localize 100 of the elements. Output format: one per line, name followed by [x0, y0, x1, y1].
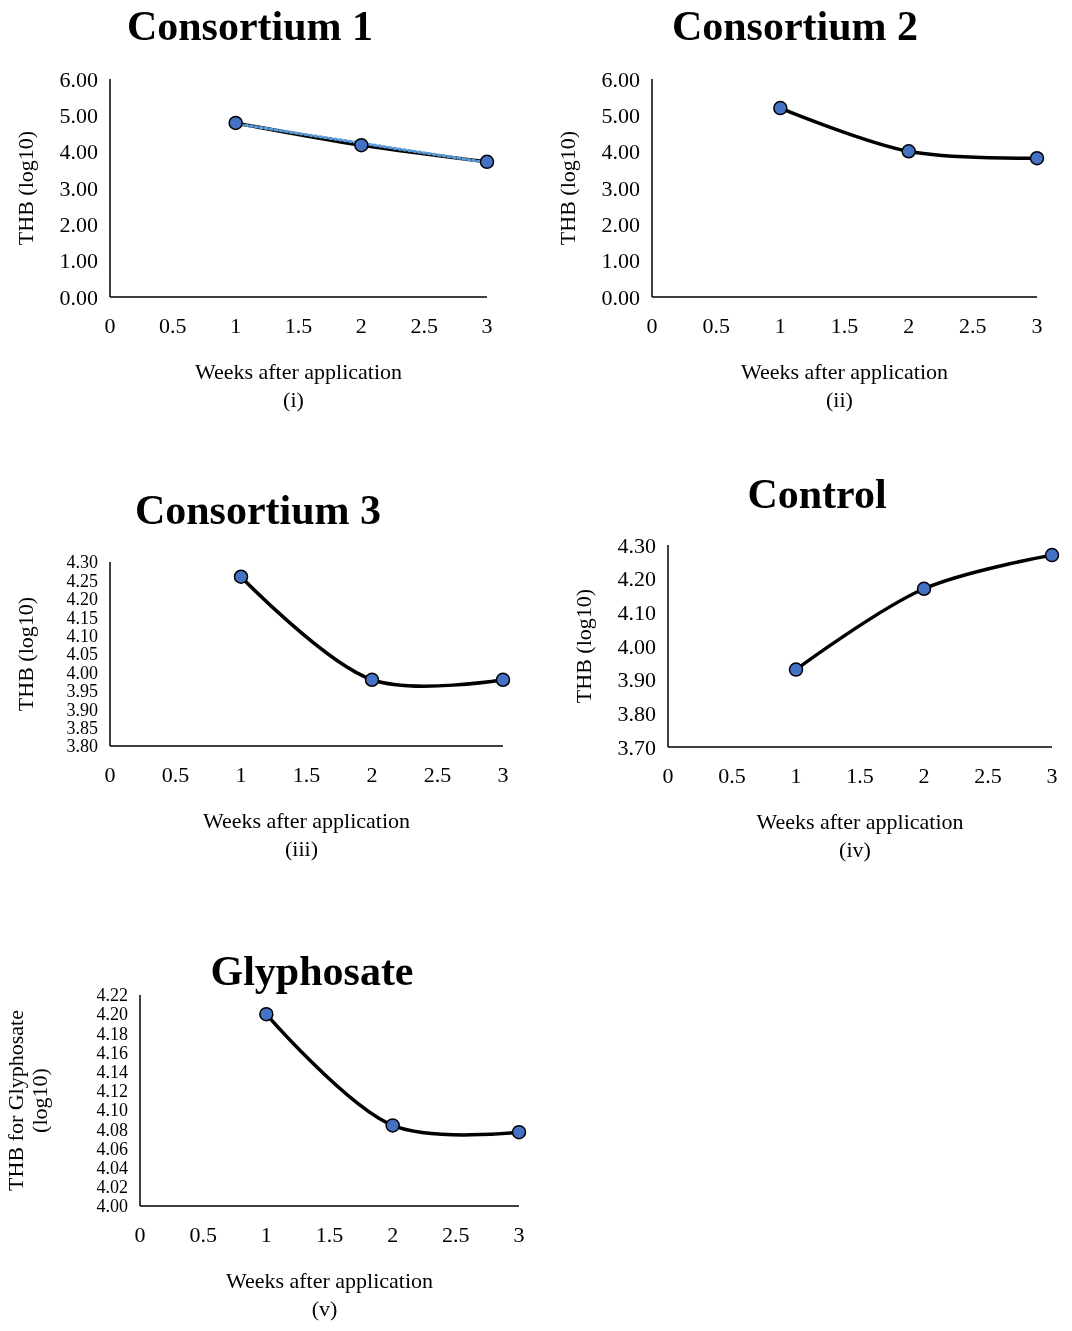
point — [773, 100, 788, 116]
y-tick-label: 4.00 — [96, 1196, 128, 1217]
y-axis-title: THB for Glyphosate (log10) — [2, 1010, 52, 1191]
point — [228, 115, 243, 131]
y-tick-label: 4.08 — [96, 1119, 128, 1140]
y-tick-label: 1.00 — [59, 248, 98, 274]
point — [354, 137, 369, 153]
y-tick-label: 4.20 — [96, 1004, 128, 1025]
x-axis-title: Weeks after application — [202, 808, 411, 833]
x-tick-label: 2 — [355, 313, 367, 338]
y-tick-label: 4.00 — [601, 139, 640, 165]
point — [479, 154, 495, 170]
y-tick-label: 4.12 — [96, 1081, 128, 1102]
x-tick-label: 3 — [1031, 313, 1043, 338]
text: (iii) — [285, 836, 318, 861]
x-tick-label: 0.5 — [159, 313, 187, 338]
chart-title: Consortium 2 — [671, 3, 919, 49]
chart-title: Glyphosate — [210, 948, 414, 994]
x-tick-label: 0 — [662, 763, 674, 788]
x-tick-label: 1 — [790, 763, 802, 788]
chart-title: Consortium 1 — [126, 3, 374, 49]
point — [259, 1006, 274, 1022]
y-tick-label: 4.02 — [96, 1177, 128, 1198]
x-tick-label: 3 — [497, 762, 509, 787]
y-tick-label: 2.00 — [59, 212, 98, 238]
y-tick-label: 3.80 — [66, 736, 98, 757]
y-tick-label: 5.00 — [601, 103, 640, 129]
y-tick-label: 4.06 — [96, 1138, 128, 1159]
y-tick-label: 4.10 — [96, 1100, 128, 1121]
point — [901, 144, 916, 159]
x-tick-label: 1.5 — [292, 762, 321, 787]
x-tick-label: 2 — [918, 763, 930, 788]
x-tick-label: 1.5 — [315, 1222, 344, 1247]
x-tick-label: 0.5 — [161, 762, 190, 787]
x-tick-label: 2.5 — [423, 762, 452, 787]
x-tick-label: 0.5 — [718, 763, 746, 788]
y-tick-label: 3.90 — [617, 667, 656, 693]
x-tick-label: 2 — [387, 1222, 399, 1247]
x-tick-label: 1.5 — [830, 313, 859, 338]
y-tick-label: 4.22 — [96, 985, 128, 1006]
x-tick-label: 0 — [646, 313, 658, 338]
x-axis-title: Weeks after application — [225, 1268, 434, 1293]
x-tick-label: 3 — [1046, 763, 1058, 788]
y-tick-label: 6.00 — [59, 66, 98, 92]
x-tick-label: 1 — [230, 313, 242, 338]
y-tick-label: 0.00 — [59, 284, 98, 310]
y-tick-label: 4.14 — [96, 1062, 128, 1083]
y-tick-label: 4.18 — [96, 1023, 128, 1044]
y-tick-label: 5.00 — [59, 103, 98, 129]
x-tick-label: 0.5 — [189, 1222, 217, 1247]
x-tick-label: 1 — [260, 1222, 272, 1247]
x-tick-label: 1 — [774, 313, 786, 338]
text: (i) — [283, 387, 304, 412]
x-tick-label: 2.5 — [442, 1222, 470, 1247]
y-tick-label: 4.00 — [59, 139, 98, 165]
y-tick-label: 4.25 — [66, 570, 98, 591]
y-tick-label: 4.00 — [66, 662, 98, 683]
x-tick-label: 1 — [235, 762, 247, 787]
y-tick-label: 4.05 — [66, 644, 98, 665]
y-tick-label: 0.00 — [601, 284, 640, 310]
y-tick-label: 4.16 — [96, 1042, 128, 1063]
y-tick-label: 4.10 — [617, 600, 656, 626]
y-tick-label: 1.00 — [601, 248, 640, 274]
y-tick-label: 4.30 — [66, 552, 98, 573]
x-tick-label: 2.5 — [974, 763, 1002, 788]
point — [385, 1118, 400, 1133]
x-tick-label: 0 — [104, 762, 116, 787]
y-axis-title: THB (log10) — [12, 130, 38, 246]
y-tick-label: 3.90 — [66, 699, 98, 720]
x-axis-title: Weeks after application — [194, 359, 403, 384]
x-tick-label: 0.5 — [702, 313, 730, 338]
y-tick-label: 3.95 — [66, 681, 98, 702]
y-tick-label: 4.15 — [66, 607, 98, 628]
point — [788, 662, 804, 677]
text: (iv) — [839, 837, 871, 862]
y-tick-label: 3.00 — [59, 175, 98, 201]
y-axis-title: THB (log10) — [12, 596, 38, 712]
y-tick-label: 4.04 — [96, 1157, 128, 1178]
y-tick-label: 3.70 — [617, 734, 656, 760]
y-tick-label: 4.00 — [617, 633, 656, 659]
x-tick-label: 1.5 — [846, 763, 874, 788]
x-tick-label: 3 — [481, 313, 493, 338]
y-tick-label: 6.00 — [601, 66, 640, 92]
text: (ii) — [826, 387, 853, 412]
x-tick-label: 3 — [513, 1222, 525, 1247]
y-tick-label: 3.85 — [66, 717, 98, 738]
y-tick-label: 4.30 — [617, 532, 656, 558]
x-tick-label: 0 — [104, 313, 116, 338]
x-tick-label: 2.5 — [959, 313, 987, 338]
y-axis-title: THB (log10) — [570, 588, 596, 704]
point — [1044, 547, 1060, 563]
y-tick-label: 4.20 — [66, 589, 98, 610]
x-tick-label: 0 — [134, 1222, 146, 1247]
point — [1029, 150, 1045, 166]
y-tick-label: 4.20 — [617, 566, 656, 592]
x-axis-title: Weeks after application — [740, 359, 949, 384]
y-tick-label: 3.80 — [617, 701, 656, 727]
text: (v) — [311, 1296, 338, 1321]
y-tick-label: 4.10 — [66, 625, 98, 646]
y-axis-title: THB (log10) — [554, 130, 580, 246]
